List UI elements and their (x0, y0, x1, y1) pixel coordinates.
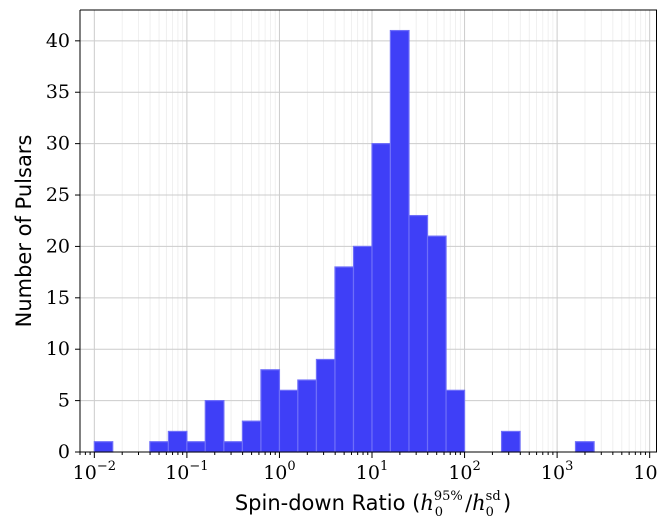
grid-lines (80, 10, 657, 453)
x-axis-title-sub1: 0 (435, 505, 443, 520)
x-axis-title-h1: h (420, 491, 434, 515)
x-axis-title-sup1: 95% (434, 489, 463, 504)
histogram-bar (149, 441, 169, 453)
histogram-bar (204, 400, 225, 453)
histogram-bar (167, 430, 188, 453)
histogram-bar (334, 266, 355, 453)
y-tick-label: 10 (46, 338, 70, 360)
histogram-bar (241, 420, 262, 453)
histogram-bar (278, 389, 299, 453)
y-tick-label: 25 (46, 184, 70, 206)
x-tick-label: 10−2 (73, 459, 116, 484)
x-tick-label: 10−1 (165, 459, 208, 484)
histogram-bar (352, 245, 373, 453)
histogram-bar (315, 358, 336, 453)
y-tick-label: 5 (58, 390, 70, 412)
histogram-bar (223, 441, 244, 453)
histogram-bar (371, 143, 391, 453)
histogram-bar (297, 379, 318, 453)
histogram-bar (426, 235, 447, 453)
histogram-bar (260, 369, 281, 453)
y-axis-title: Number of Pulsars (12, 135, 36, 328)
x-tick-label: 103 (541, 459, 573, 484)
x-axis-title-prefix: Spin-down Ratio ( (235, 491, 421, 515)
x-tick-label: 100 (263, 459, 295, 484)
histogram-bar (500, 430, 521, 453)
x-tick-label: 104 (633, 459, 657, 484)
x-axis-title-slash: / (465, 491, 473, 515)
histogram-bar (408, 214, 429, 453)
histogram-bar (445, 389, 466, 453)
histogram-bar (574, 441, 595, 453)
y-tick-label: 40 (46, 30, 70, 52)
axis-ticks: 0 5 10 15 20 25 30 35 40 10−2 10−1 100 101 102 103 104 (46, 30, 657, 484)
histogram-bars (93, 29, 595, 453)
histogram-bar (389, 29, 410, 453)
x-axis-title-h2: h (472, 491, 486, 515)
y-tick-label: 15 (46, 287, 70, 309)
x-tick-label: 102 (448, 459, 480, 484)
histogram-bar (186, 441, 206, 453)
x-axis-title-sup2: sd (486, 489, 501, 504)
x-tick-label: 101 (356, 459, 388, 484)
x-axis-title: Spin-down Ratio (h95% 0/hsd 0) (235, 489, 511, 520)
x-axis-title-sub2: 0 (486, 505, 494, 520)
y-tick-label: 20 (46, 235, 70, 257)
y-tick-label: 0 (58, 441, 70, 463)
x-axis-title-suffix: ) (503, 491, 511, 515)
y-tick-label: 35 (46, 81, 70, 103)
y-tick-label: 30 (46, 133, 70, 155)
histogram-bar (93, 441, 114, 453)
